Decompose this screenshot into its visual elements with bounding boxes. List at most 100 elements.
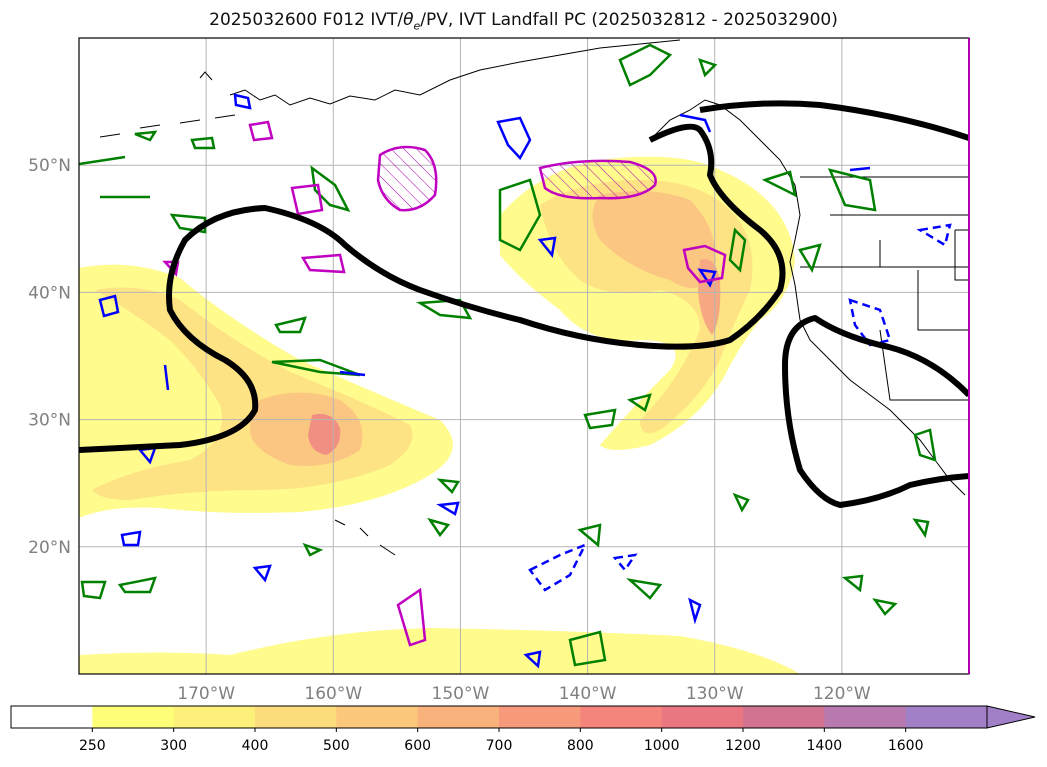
green-contour bbox=[80, 580, 107, 600]
green-contour bbox=[427, 517, 451, 538]
ivt-shading bbox=[79, 156, 800, 674]
blue-contour bbox=[339, 370, 366, 377]
magenta-contour bbox=[248, 120, 274, 142]
green-contour bbox=[872, 598, 898, 616]
blue-contour-dashed bbox=[916, 223, 952, 247]
green-contour bbox=[912, 518, 930, 539]
blue-contour-dashed bbox=[612, 553, 638, 573]
magenta-hatched bbox=[376, 145, 438, 212]
latitude-label: 40°N bbox=[28, 283, 71, 303]
coastlines bbox=[99, 39, 969, 556]
blue-contour bbox=[679, 113, 712, 133]
longitude-labels: 170°W 160°W 150°W 140°W 130°W 120°W bbox=[177, 684, 871, 704]
blue-contour bbox=[252, 564, 272, 583]
blue-contour bbox=[163, 364, 170, 391]
colorbar-swatch bbox=[661, 706, 744, 728]
colorbar-swatch bbox=[92, 706, 175, 728]
latitude-label: 50°N bbox=[28, 156, 71, 176]
colorbar-tick-label: 1200 bbox=[725, 738, 761, 754]
longitude-label: 130°W bbox=[686, 684, 744, 704]
green-contour bbox=[577, 523, 602, 548]
title-prefix: 2025032600 F012 IVT/ bbox=[209, 10, 404, 30]
black-contour-main bbox=[79, 100, 969, 453]
gridlines bbox=[79, 38, 969, 674]
colorbar-tick-label: 300 bbox=[160, 738, 187, 754]
blue-contour bbox=[436, 501, 460, 516]
green-contour bbox=[761, 170, 797, 198]
green-contour bbox=[625, 578, 663, 600]
magenta-contour bbox=[300, 253, 346, 274]
ivt-colorbar: 250 300 400 500 600 700 800 1000 1200 1400 1600 bbox=[10, 705, 1036, 754]
blue-contour bbox=[98, 294, 120, 318]
colorbar-tick-label: 1000 bbox=[644, 738, 680, 754]
colorbar-swatch bbox=[336, 706, 419, 728]
map-title: 2025032600 F012 IVT/θe/PV, IVT Landfall … bbox=[0, 10, 1047, 32]
coast-alaska bbox=[199, 39, 681, 106]
coast-bc bbox=[649, 99, 966, 496]
border-lines bbox=[800, 176, 969, 401]
green-contour bbox=[618, 43, 673, 87]
colorbar-extend-arrow bbox=[986, 705, 1036, 729]
blue-contour bbox=[120, 530, 142, 547]
blue-contour bbox=[688, 597, 702, 625]
title-subscript: e bbox=[413, 19, 421, 33]
green-contour bbox=[583, 408, 617, 430]
colorbar-swatch bbox=[499, 706, 581, 728]
colorbar-swatch bbox=[255, 706, 337, 728]
colorbar-swatch bbox=[417, 706, 500, 728]
green-contour bbox=[827, 168, 877, 212]
colorbar-tick-label: 250 bbox=[79, 738, 106, 754]
magenta-hatched bbox=[538, 159, 657, 200]
colorbar-swatch bbox=[11, 706, 93, 728]
longitude-label: 120°W bbox=[813, 684, 871, 704]
blue-contour bbox=[523, 650, 542, 669]
blue-contour bbox=[537, 236, 557, 258]
green-contour bbox=[732, 492, 750, 513]
magenta-contours bbox=[162, 120, 727, 647]
coast-aleutians bbox=[99, 114, 236, 138]
colorbar-tick-label: 1600 bbox=[888, 738, 924, 754]
colorbar-swatch bbox=[824, 706, 907, 728]
magenta-contour bbox=[290, 183, 324, 216]
longitude-label: 140°W bbox=[559, 684, 617, 704]
colorbar-swatch bbox=[173, 706, 256, 728]
green-contour bbox=[841, 574, 864, 593]
longitude-label: 170°W bbox=[177, 684, 235, 704]
colorbar-tick-label: 600 bbox=[404, 738, 431, 754]
blue-contour bbox=[233, 93, 252, 110]
blue-contour bbox=[849, 166, 871, 172]
latitude-label: 30°N bbox=[28, 411, 71, 431]
green-contour bbox=[728, 227, 747, 273]
green-contour bbox=[169, 213, 207, 234]
longitude-label: 160°W bbox=[304, 684, 362, 704]
ivt-west-max bbox=[308, 413, 341, 455]
green-contour bbox=[568, 630, 607, 667]
green-contour bbox=[626, 393, 652, 412]
magenta-contour bbox=[682, 244, 727, 284]
latitude-label: 20°N bbox=[28, 538, 71, 558]
green-contour bbox=[698, 58, 718, 78]
ivt-band-south bbox=[79, 628, 800, 674]
title-suffix: /PV, IVT Landfall PC (2025032812 - 20250… bbox=[420, 10, 838, 30]
colorbar-tick-label: 1400 bbox=[807, 738, 843, 754]
ivt-plume-east-core bbox=[592, 191, 716, 288]
colorbar-swatch bbox=[743, 706, 825, 728]
green-contour bbox=[117, 576, 157, 594]
green-contour bbox=[134, 130, 158, 142]
title-theta: θ bbox=[403, 10, 414, 30]
green-contour bbox=[798, 243, 822, 274]
black-contour-south bbox=[782, 315, 969, 508]
colorbar-tick-label: 800 bbox=[567, 738, 594, 754]
green-contour bbox=[190, 136, 216, 150]
theta-e-contours bbox=[79, 43, 937, 667]
green-contour bbox=[436, 478, 461, 495]
latitude-labels: 50°N 40°N 30°N 20°N bbox=[28, 156, 71, 558]
pv-contours bbox=[98, 93, 952, 669]
green-contour bbox=[498, 178, 542, 252]
ivt-landfall-contour bbox=[79, 100, 969, 508]
colorbar-swatch bbox=[580, 706, 663, 728]
colorbar-swatch bbox=[905, 706, 988, 728]
colorbar-tick-label: 700 bbox=[486, 738, 513, 754]
longitude-label: 150°W bbox=[432, 684, 490, 704]
